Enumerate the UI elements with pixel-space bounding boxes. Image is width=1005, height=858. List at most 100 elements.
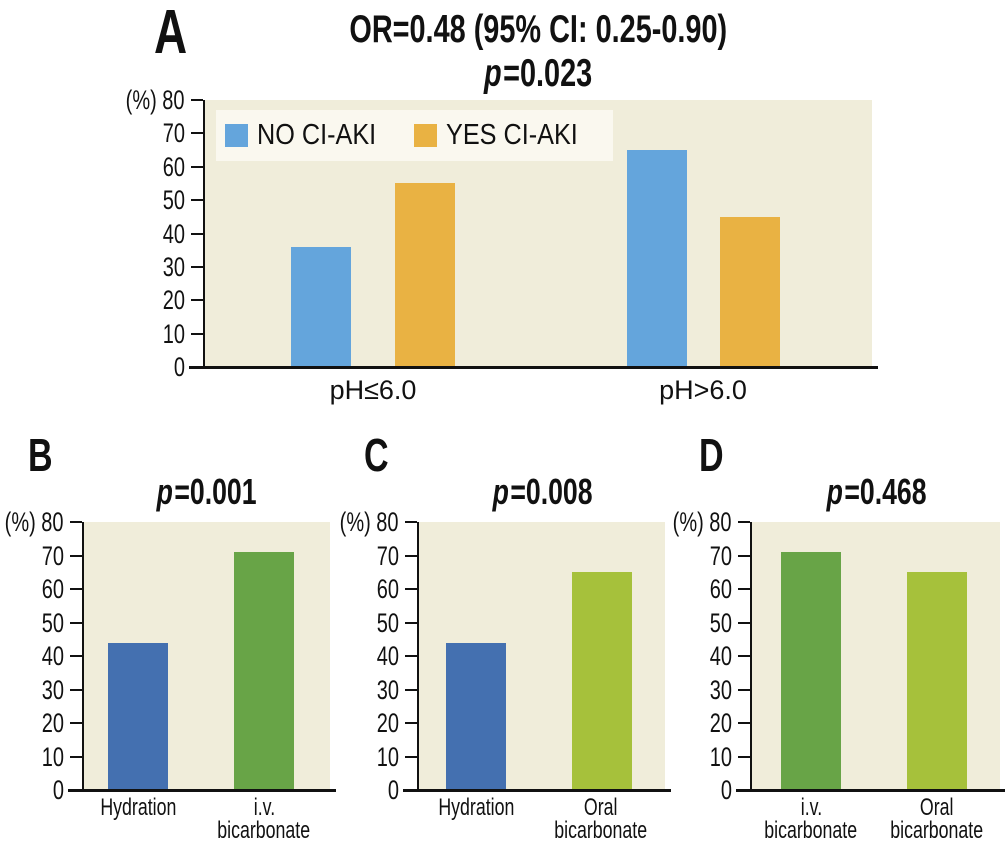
x-category-text: bicarbonate [890,817,984,844]
panel-d-y-tick-mark [738,588,750,590]
panel-c-y-tick-mark [405,621,417,624]
y-tick-text: 60 [162,151,185,182]
panel-c-y-tick-label: 20 [289,708,399,738]
panel-d-x-category-label: i.v. bicarbonate [701,794,921,843]
panel-b-y-tick-label: (%) 80 [0,507,64,537]
y-tick-text: 0 [720,775,732,805]
y-tick-text: 70 [162,118,185,149]
panel-c-y-tick-label: 10 [289,742,399,772]
y-tick-text: (%) 80 [673,507,732,537]
panel-b-letter-text: B [28,429,53,481]
panel-a-letter-text: A [154,0,188,67]
panel-d-y-axis-line [750,522,752,790]
panel-b-y-tick-mark [70,755,82,758]
panel-a-bar [291,246,351,367]
y-tick-text: 30 [709,674,732,705]
y-tick-text: (%) 80 [340,507,399,537]
panel-d-y-tick-label: 60 [622,574,732,604]
panel-a-y-tick-label: 20 [75,285,185,315]
panel-b-y-tick-mark [70,521,82,523]
panel-a-bar [720,216,780,367]
x-category-text: pH>6.0 [659,375,747,405]
panel-d-y-tick-label: (%) 80 [622,507,732,537]
panel-d-y-tick-mark [738,755,750,758]
panel-b-bar [108,642,168,790]
y-tick-text: 0 [173,352,185,382]
p-italic: p [493,471,510,512]
p-italic: p [157,471,174,512]
panel-b-letter: B [28,432,61,478]
panel-b-y-tick-label: 50 [0,608,64,638]
panel-a-y-tick-label: 70 [75,118,185,148]
panel-d-letter: D [699,432,732,478]
panel-d-y-tick-label: 0 [622,775,732,805]
panel-d-letter-text: D [699,429,724,481]
panel-a-y-tick-mark [191,132,203,135]
panel-a-y-tick-label: 40 [75,219,185,249]
y-tick-text: 40 [162,218,185,249]
panel-c-y-tick-label: 50 [289,608,399,638]
y-tick-text: 40 [709,641,732,671]
panel-b-y-tick-label: 0 [0,775,64,805]
y-tick-text: 0 [387,775,399,805]
panel-d-y-tick-label: 10 [622,742,732,772]
y-tick-text: 10 [41,741,64,772]
x-category-text: i.v. [253,794,275,821]
panel-b-y-tick-mark [70,688,82,691]
panel-c-y-tick-mark [405,755,417,758]
legend-item: YES CI-AKI [413,119,598,152]
panel-c-y-tick-label: 30 [289,675,399,705]
y-tick-text: 40 [41,641,64,671]
panel-a-y-tick-label: 50 [75,185,185,215]
p-italic: p [483,52,502,95]
panel-b-y-tick-label: 70 [0,541,64,571]
panel-d-y-tick-label: 50 [622,608,732,638]
panel-c-y-tick-mark [405,554,417,557]
y-tick-text: 20 [709,708,732,738]
y-tick-text: 70 [41,540,64,571]
panel-d-bar [907,572,967,790]
panel-b-y-tick-label: 10 [0,742,64,772]
panel-b-bar [234,552,294,790]
y-tick-text: 20 [162,285,185,316]
y-tick-text: 10 [376,741,399,772]
panel-d-title: p=0.468 [727,472,1005,512]
panel-a-title-line2: p=0.023 [238,52,838,96]
panel-d-y-tick-mark [738,722,750,724]
panel-a-y-tick-label: 0 [75,352,185,382]
panel-d-y-tick-label: 70 [622,541,732,571]
y-tick-text: 30 [376,674,399,705]
panel-a-x-axis-line [189,366,878,369]
x-category-text: bicarbonate [554,817,648,844]
y-tick-text: (%) 80 [5,507,64,537]
panel-d-y-tick-mark [738,554,750,557]
y-tick-text: 0 [52,775,64,805]
y-tick-text: 50 [162,185,185,216]
panel-c-y-tick-mark [405,722,417,724]
panel-a-title: OR=0.48 (95% CI: 0.25-0.90) p=0.023 [238,8,838,96]
panel-a-or-text: OR=0.48 (95% CI: 0.25-0.90) [349,8,727,51]
y-tick-text: 20 [376,708,399,738]
panel-c-pvalue: p=0.008 [493,472,593,512]
panel-d-y-tick-label: 20 [622,708,732,738]
y-tick-text: 40 [376,641,399,671]
legend-label: YES CI-AKI [445,119,578,151]
y-tick-text: 10 [709,741,732,772]
panel-a-y-tick-label: 60 [75,152,185,182]
panel-c-y-tick-label: 40 [289,641,399,671]
panel-a-y-tick-label: 10 [75,319,185,349]
panel-a-x-category-label: pH>6.0 [593,376,813,404]
legend-swatch [225,124,248,147]
panel-a-y-tick-mark [191,299,203,302]
y-tick-text: (%) 80 [126,85,185,115]
panel-b-x-category-label: i.v. bicarbonate [154,794,374,843]
panel-c-title: p=0.008 [393,472,693,512]
x-category-text: i.v. [800,794,822,821]
panel-d-y-tick-mark [738,688,750,691]
panel-a-y-tick-label: (%) 80 [75,85,185,115]
panel-c-x-category-label: Oral bicarbonate [491,796,711,844]
panel-c-y-tick-mark [405,588,417,590]
panel-a-y-axis-line [203,100,205,367]
panel-a-y-tick-mark [191,332,203,335]
